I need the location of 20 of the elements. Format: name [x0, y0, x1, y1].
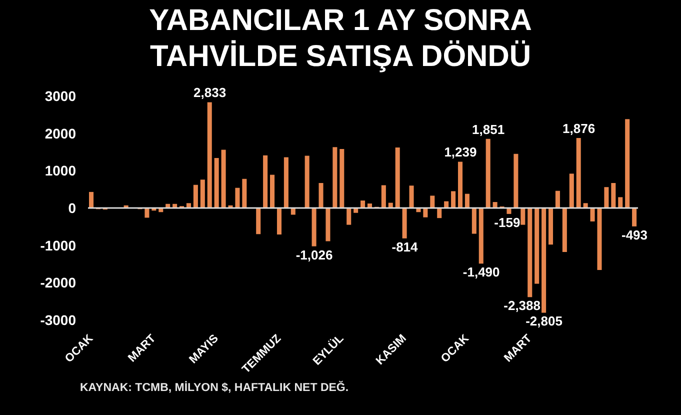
data-label: -493 [622, 227, 648, 242]
data-label: 1,851 [472, 122, 505, 137]
data-label: -159 [494, 214, 520, 230]
data-label: -1,026 [296, 247, 333, 262]
y-tick-label: -3000 [40, 312, 76, 328]
y-tick-label: 0 [68, 200, 76, 216]
y-tick-label: -1000 [40, 237, 76, 254]
text: KAYNAK: TCMB, MİLYON $, HAFTALIK NET DEĞ. [80, 382, 349, 394]
data-label: 2,833 [194, 85, 226, 100]
data-label: -2,388 [504, 298, 541, 314]
y-tick-label: 2000 [44, 125, 76, 142]
data-label: 1,876 [562, 120, 596, 136]
y-tick-label: 1000 [44, 162, 76, 179]
data-label: -2,805 [526, 314, 562, 329]
y-tick-label: -2000 [40, 274, 76, 291]
y-tick-label: 3000 [44, 88, 76, 104]
data-label: 1,239 [444, 144, 477, 160]
data-label: -1,490 [462, 264, 500, 280]
data-label: -814 [392, 239, 419, 254]
chart-title: YABANCILAR 1 AY SONRA TAHVİLDE SATIŞA DÖNDÜ [148, 3, 533, 75]
